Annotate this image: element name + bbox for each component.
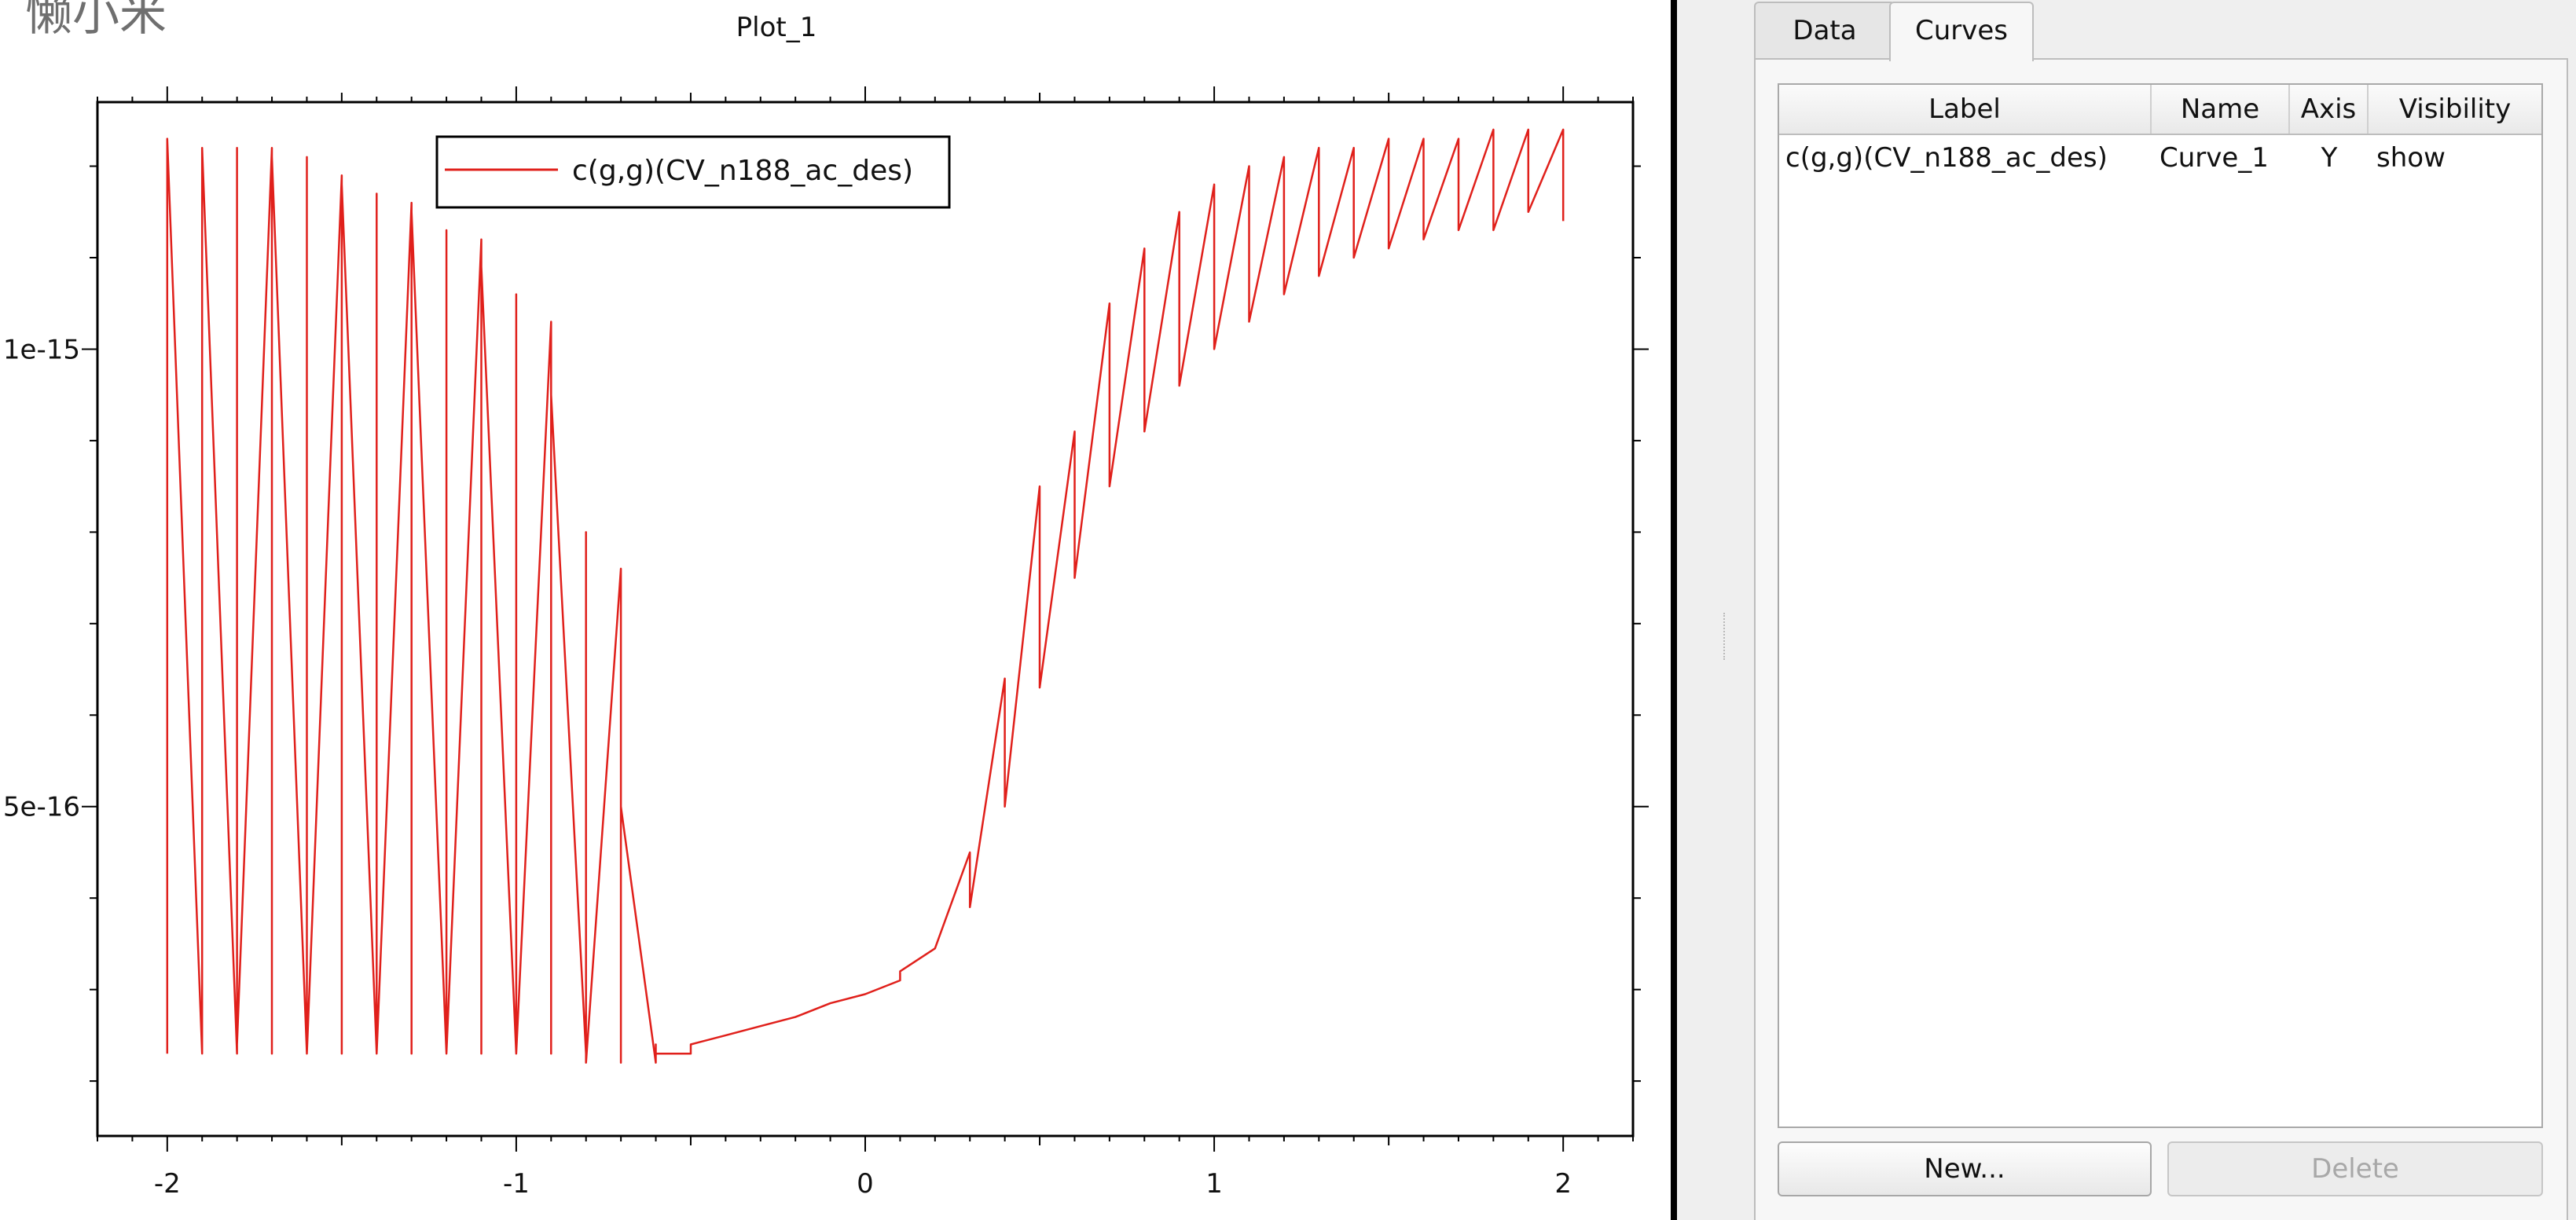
tab-curves[interactable]: Curves: [1889, 2, 2034, 61]
row-label: c(g,g)(CV_n188_ac_des): [1785, 142, 2108, 174]
legend: c(g,g)(CV_n188_ac_des): [435, 135, 951, 209]
row-visibility[interactable]: show: [2376, 142, 2446, 174]
delete-curve-button[interactable]: Delete: [2167, 1141, 2543, 1196]
x-tick-label: 2: [1554, 1168, 1572, 1200]
x-tick-label: -1: [503, 1168, 530, 1200]
splitter-border: [1671, 0, 1677, 1220]
plot-canvas[interactable]: 懒小米 Plot_1 -2 -1 0 1 2 1e-15 5e-16 c(g,g)(CV_…: [0, 0, 1671, 1220]
table-header: Label Name Axis Visibility: [1779, 85, 2541, 135]
curves-table: Label Name Axis Visibility c(g,g)(CV_n18…: [1778, 83, 2543, 1128]
column-header-name[interactable]: Name: [2152, 85, 2290, 134]
row-axis: Y: [2321, 142, 2338, 174]
y-axis-tick-labels: 1e-15 5e-16: [3, 334, 80, 822]
table-row[interactable]: c(g,g)(CV_n188_ac_des) Curve_1 Y show: [1779, 135, 2541, 181]
legend-label: c(g,g)(CV_n188_ac_des): [572, 155, 913, 187]
row-name: Curve_1: [2160, 142, 2269, 174]
x-axis-tick-labels: -2 -1 0 1 2: [154, 1168, 1572, 1200]
plot-frame: [96, 101, 1635, 1138]
x-tick-label: 1: [1205, 1168, 1223, 1200]
column-header-axis[interactable]: Axis: [2290, 85, 2369, 134]
column-header-visibility[interactable]: Visibility: [2398, 93, 2512, 125]
splitter-handle[interactable]: [1723, 613, 1728, 660]
plot-title: Plot_1: [736, 12, 817, 43]
watermark-text: 懒小米: [25, 0, 167, 42]
x-tick-label: -2: [154, 1168, 181, 1200]
column-header-label[interactable]: Label: [1779, 85, 2152, 134]
y-tick-label: 5e-16: [3, 792, 80, 823]
tab-data[interactable]: Data: [1754, 2, 1895, 58]
curve-1-line: [166, 128, 1565, 1064]
axis-ticks: [82, 86, 1649, 1152]
legend-box: [435, 135, 951, 209]
new-curve-button[interactable]: New...: [1778, 1141, 2152, 1196]
x-tick-label: 0: [857, 1168, 874, 1200]
y-tick-label: 1e-15: [3, 334, 80, 365]
